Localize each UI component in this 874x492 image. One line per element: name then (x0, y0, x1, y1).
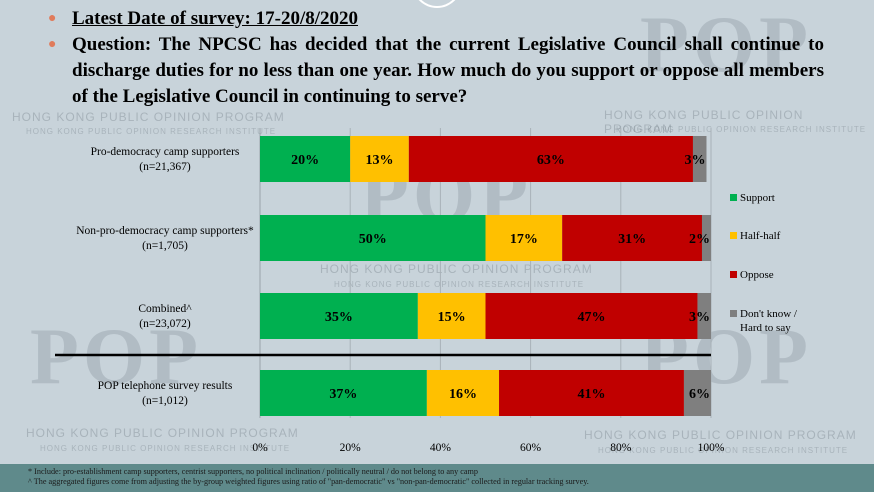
legend-label: Oppose (740, 269, 774, 281)
bar-segment (697, 293, 711, 339)
bar-segment (683, 370, 711, 416)
data-label: 35% (325, 310, 353, 325)
bar-segment (499, 370, 684, 416)
category-n-label: (n=1,705) (142, 240, 188, 252)
bar-segment (485, 215, 563, 261)
x-tick-label: 100% (698, 442, 725, 454)
data-label: 16% (449, 387, 477, 402)
question-bullet: ● Question: The NPCSC has decided that t… (48, 32, 824, 110)
data-label: 15% (438, 310, 466, 325)
data-label: 17% (510, 232, 538, 247)
bullet-icon: ● (48, 37, 57, 52)
bar-segment (350, 136, 409, 182)
date-bullet: ● Latest Date of survey: 17-20/8/2020 (48, 6, 824, 32)
bar-segment (426, 370, 500, 416)
x-tick-label: 0% (252, 442, 268, 454)
category-label: Non-pro-democracy camp supporters* (76, 225, 254, 237)
footnotes: * Include: pro-establishment camp suppor… (0, 464, 874, 492)
data-label: 37% (329, 387, 357, 402)
bar-segment (260, 136, 351, 182)
data-label: 6% (689, 387, 710, 402)
x-tick-label: 20% (340, 442, 362, 454)
legend-label: Don't know / (740, 308, 798, 320)
data-label: 2% (689, 232, 710, 247)
x-tick-label: 60% (520, 442, 542, 454)
bullet-icon: ● (48, 11, 57, 26)
bar-segment (562, 215, 702, 261)
x-tick-label: 80% (610, 442, 632, 454)
category-n-label: (n=21,367) (139, 161, 191, 173)
bar-segment (260, 293, 418, 339)
survey-date: Latest Date of survey: 17-20/8/2020 (72, 8, 359, 29)
slide-header: ● Latest Date of survey: 17-20/8/2020 ● … (48, 6, 824, 110)
legend-swatch (730, 271, 737, 278)
x-tick-label: 40% (430, 442, 452, 454)
bar-segment (260, 370, 427, 416)
data-label: 63% (537, 153, 565, 168)
data-label: 13% (366, 153, 394, 168)
data-label: 41% (577, 387, 605, 402)
legend-swatch (730, 232, 737, 239)
legend-label: Half-half (740, 230, 781, 242)
category-label: Combined^ (138, 303, 192, 315)
data-label: 50% (359, 232, 387, 247)
data-label: 3% (684, 153, 705, 168)
bar-segment (408, 136, 693, 182)
legend-swatch (730, 194, 737, 201)
survey-question: Question: The NPCSC has decided that the… (72, 34, 824, 107)
bar-segment (485, 293, 698, 339)
data-label: 47% (577, 310, 605, 325)
legend-swatch (730, 310, 737, 317)
category-label: POP telephone survey results (98, 380, 233, 392)
category-n-label: (n=23,072) (139, 318, 191, 330)
category-n-label: (n=1,012) (142, 395, 188, 407)
category-label: Pro-democracy camp supporters (91, 146, 240, 158)
data-label: 20% (291, 153, 319, 168)
bar-segment (701, 215, 711, 261)
bar-segment (417, 293, 486, 339)
bar-segment (260, 215, 486, 261)
legend-label: Hard to say (740, 322, 791, 334)
data-label: 3% (689, 310, 710, 325)
legend-label: Support (740, 192, 775, 204)
footnote-2: ^ The aggregated figures come from adjus… (28, 477, 589, 486)
data-label: 31% (618, 232, 646, 247)
bar-segment (692, 136, 707, 182)
footnote-1: * Include: pro-establishment camp suppor… (28, 467, 478, 476)
